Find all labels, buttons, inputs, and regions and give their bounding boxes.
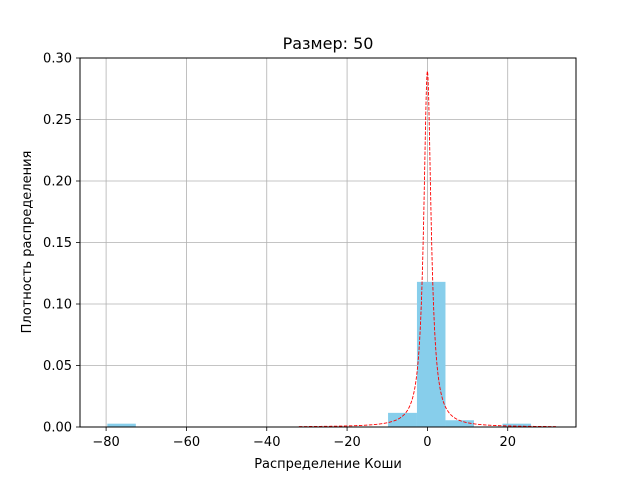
y-tick-label: 0.30 <box>43 52 72 67</box>
x-tick-label: 20 <box>499 435 516 450</box>
y-tick-label: 0.15 <box>43 236 72 251</box>
histogram-bar <box>502 423 532 427</box>
x-tick-label: −20 <box>333 435 360 450</box>
x-tick-label: −80 <box>92 435 119 450</box>
y-tick-label: 0.10 <box>43 298 72 313</box>
histogram-bar <box>445 420 474 427</box>
histogram-bar <box>388 412 417 427</box>
y-tick-label: 0.00 <box>43 421 72 436</box>
density-curve-layer <box>298 71 556 428</box>
y-tick-label: 0.05 <box>43 359 72 374</box>
x-axis-label: Распределение Коши <box>254 457 402 472</box>
cauchy-density-curve <box>298 71 556 428</box>
y-tick-label: 0.20 <box>43 175 72 190</box>
y-tick-label: 0.25 <box>43 113 72 128</box>
x-tick-label: 0 <box>423 435 431 450</box>
histogram-bar <box>107 423 136 427</box>
y-axis-label: Плотность распределения <box>20 151 35 334</box>
x-tick-label: −40 <box>253 435 280 450</box>
grid-lines <box>80 57 576 428</box>
histogram-bars <box>107 281 532 427</box>
axis-ticks: −80 −60 −40 −20 0 20 0.00 0.05 0.10 0.15 0.20 0.25 0… <box>43 52 516 451</box>
histogram-bar <box>416 281 446 427</box>
x-tick-label: −60 <box>173 435 200 450</box>
chart-title: Размер: 50 <box>283 34 374 53</box>
